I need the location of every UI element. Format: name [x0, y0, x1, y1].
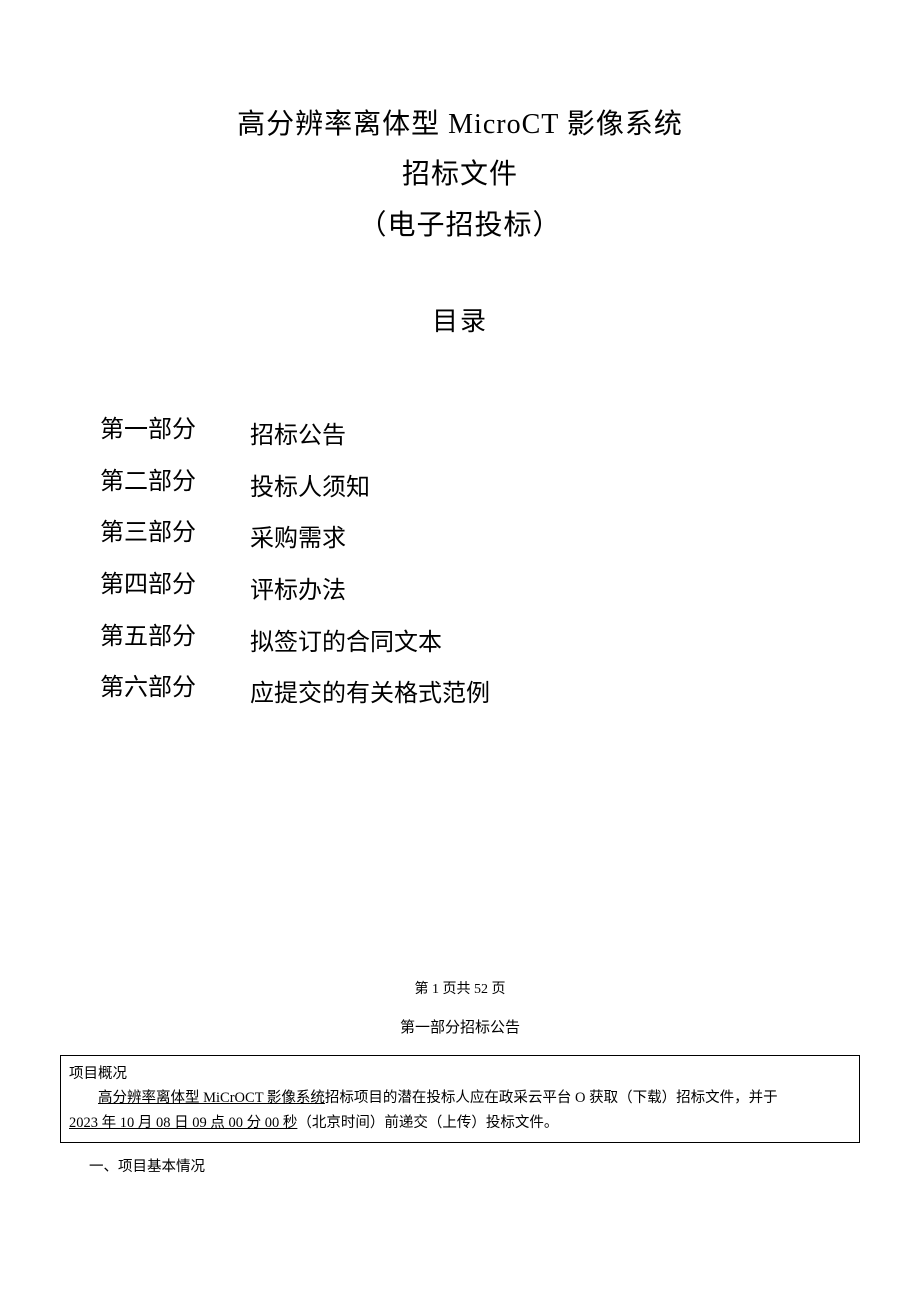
toc-row: 第三部分 采购需求: [100, 511, 830, 563]
overview-underline-1: 高分辨率离体型 MiCrOCT 影像系统: [98, 1090, 325, 1106]
toc-label: 招标公告: [250, 408, 346, 460]
table-of-contents: 第一部分 招标公告 第二部分 投标人须知 第三部分 采购需求 第四部分 评标办法…: [100, 408, 830, 718]
overview-line-2: 高分辨率离体型 MiCrOCT 影像系统招标项目的潜在投标人应在政采云平台 O …: [69, 1086, 851, 1111]
toc-row: 第五部分 拟签订的合同文本: [100, 615, 830, 667]
overview-text: （北京时间）前递交（上传）投标文件。: [297, 1115, 558, 1131]
toc-label: 评标办法: [250, 563, 346, 615]
toc-label: 拟签订的合同文本: [250, 615, 442, 667]
title-line-3: （电子招投标）: [90, 201, 830, 251]
toc-part: 第三部分: [100, 511, 250, 563]
section-heading: 第一部分招标公告: [90, 1016, 830, 1037]
toc-part: 第五部分: [100, 615, 250, 667]
overview-text: 招标项目的潜在投标人应在政采云平台 O 获取（下载）招标文件，并于: [325, 1090, 778, 1106]
toc-label: 投标人须知: [250, 460, 370, 512]
toc-part: 第一部分: [100, 408, 250, 460]
toc-part: 第六部分: [100, 666, 250, 718]
toc-part: 第四部分: [100, 563, 250, 615]
overview-underline-2: 2023 年 10 月 08 日 09 点 00 分 00 秒: [69, 1115, 297, 1131]
document-page: 高分辨率离体型 MicroCT 影像系统 招标文件 （电子招投标） 目录 第一部…: [0, 0, 920, 1216]
toc-label: 采购需求: [250, 511, 346, 563]
toc-part: 第二部分: [100, 460, 250, 512]
overview-line-1: 项目概况: [69, 1062, 851, 1087]
toc-row: 第一部分 招标公告: [100, 408, 830, 460]
toc-heading: 目录: [90, 301, 830, 338]
project-overview-box: 项目概况 高分辨率离体型 MiCrOCT 影像系统招标项目的潜在投标人应在政采云…: [60, 1055, 860, 1143]
page-number: 第 1 页共 52 页: [90, 978, 830, 998]
toc-label: 应提交的有关格式范例: [250, 666, 490, 718]
title-line-2: 招标文件: [90, 150, 830, 200]
toc-row: 第四部分 评标办法: [100, 563, 830, 615]
subheading-basic-info: 一、项目基本情况: [60, 1155, 830, 1176]
toc-row: 第二部分 投标人须知: [100, 460, 830, 512]
overview-line-3: 2023 年 10 月 08 日 09 点 00 分 00 秒（北京时间）前递交…: [69, 1111, 851, 1136]
title-line-1: 高分辨率离体型 MicroCT 影像系统: [90, 100, 830, 150]
title-block: 高分辨率离体型 MicroCT 影像系统 招标文件 （电子招投标）: [90, 100, 830, 251]
toc-row: 第六部分 应提交的有关格式范例: [100, 666, 830, 718]
